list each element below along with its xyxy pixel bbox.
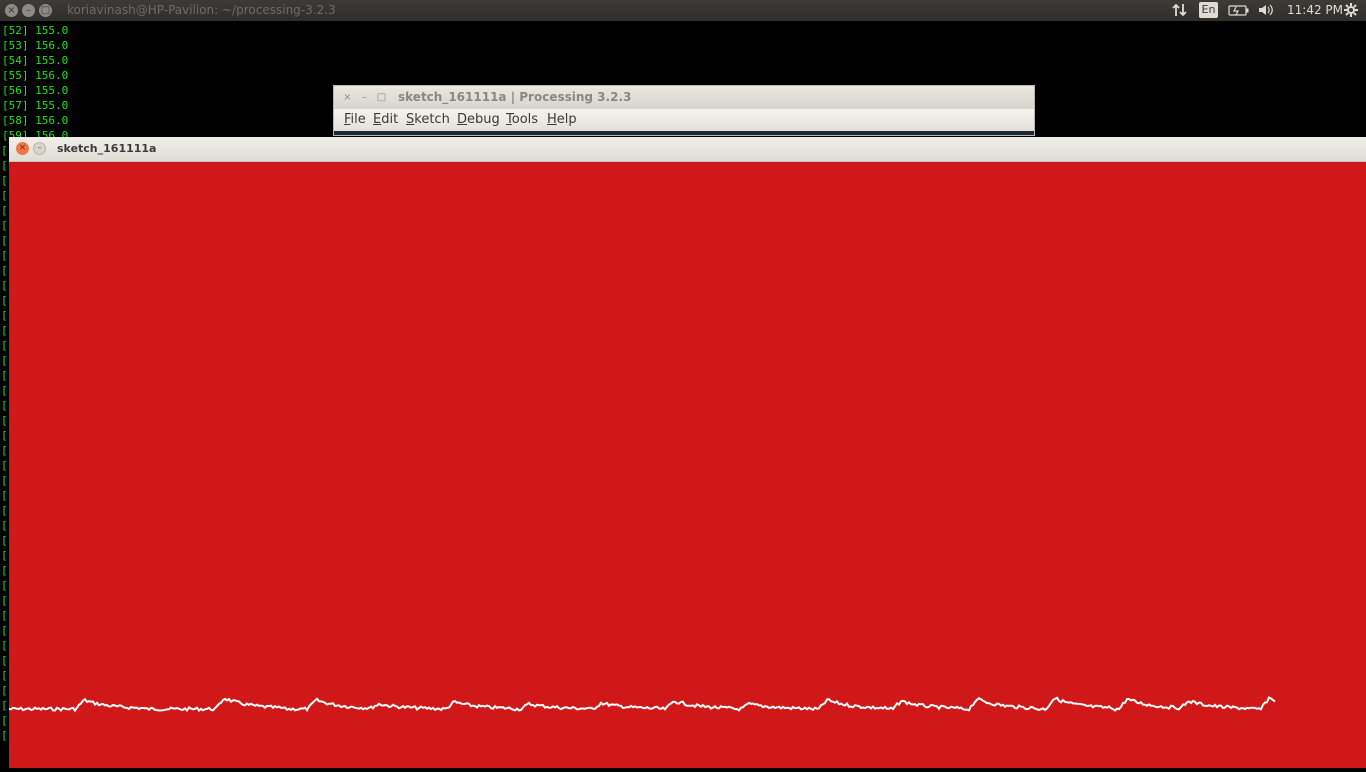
sketch-canvas[interactable] — [8, 162, 1366, 768]
terminal-bracket: [ — [1, 519, 8, 532]
terminal-bracket: [ — [1, 144, 8, 157]
terminal-bracket: [ — [1, 459, 8, 472]
transfer-arrows-icon[interactable] — [1171, 2, 1189, 21]
ide-close-icon[interactable]: × — [343, 92, 352, 103]
terminal-bracket: [ — [1, 669, 8, 682]
terminal-bracket: [ — [1, 429, 8, 442]
sketch-minimize-icon[interactable]: – — [33, 142, 46, 155]
menu-file[interactable]: File — [344, 112, 366, 127]
ide-title-bar[interactable]: × – □ sketch_161111a | Processing 3.2.3 — [334, 86, 1034, 109]
menu-debug[interactable]: Debug — [457, 112, 500, 127]
clock[interactable]: 11:42 PM — [1287, 3, 1343, 17]
battery-icon[interactable] — [1228, 2, 1250, 21]
terminal-bracket: [ — [1, 594, 8, 607]
processing-ide-window[interactable]: × – □ sketch_161111a | Processing 3.2.3 … — [333, 85, 1035, 136]
terminal-bracket: [ — [1, 399, 8, 412]
terminal-bracket: [ — [1, 264, 8, 277]
terminal-bracket: [ — [1, 609, 8, 622]
terminal-bracket: [ — [1, 729, 8, 742]
terminal-bracket: [ — [1, 219, 8, 232]
gear-icon[interactable] — [1343, 2, 1359, 21]
terminal-bracket: [ — [1, 159, 8, 172]
terminal-bracket: [ — [1, 639, 8, 652]
terminal-bracket: [ — [1, 369, 8, 382]
menu-tools[interactable]: Tools — [506, 112, 539, 127]
ide-toolbar-edge — [334, 131, 1034, 135]
top-panel: × – □ koriavinash@HP-Pavilion: ~/process… — [0, 0, 1366, 21]
terminal-maximize-icon[interactable]: □ — [39, 4, 52, 17]
volume-icon[interactable] — [1257, 2, 1275, 21]
terminal-bracket: [ — [1, 189, 8, 202]
sketch-window[interactable]: × – sketch_161111a — [8, 137, 1366, 768]
signal-waveform — [8, 696, 1276, 713]
terminal-bracket: [ — [1, 294, 8, 307]
terminal-line: [53] 156.0 — [2, 39, 69, 52]
sketch-close-icon[interactable]: × — [16, 142, 29, 155]
keyboard-language-indicator[interactable]: En — [1199, 2, 1218, 18]
terminal-bracket: [ — [1, 309, 8, 322]
terminal-bracket: [ — [1, 444, 8, 457]
terminal-bracket: [ — [1, 654, 8, 667]
sketch-window-title: sketch_161111a — [57, 142, 157, 155]
terminal-bracket: [ — [1, 384, 8, 397]
menu-edit[interactable]: Edit — [373, 112, 399, 127]
terminal-line: [58] 156.0 — [2, 114, 69, 127]
terminal-bracket: [ — [1, 684, 8, 697]
terminal-bracket: [ — [1, 279, 8, 292]
ide-minimize-icon[interactable]: – — [362, 92, 367, 103]
terminal-line: [57] 155.0 — [2, 99, 69, 112]
terminal-bracket: [ — [1, 714, 8, 727]
ide-maximize-icon[interactable]: □ — [376, 92, 387, 103]
menu-help[interactable]: Help — [547, 112, 577, 127]
terminal-bracket: [ — [1, 549, 8, 562]
terminal-bracket: [ — [1, 339, 8, 352]
ide-menu-bar: File Edit Sketch Debug Tools Help — [334, 109, 1034, 131]
terminal-window-title: koriavinash@HP-Pavilion: ~/processing-3.… — [67, 3, 336, 17]
terminal-minimize-icon[interactable]: – — [22, 4, 35, 17]
terminal-bracket: [ — [1, 204, 8, 217]
terminal-bracket: [ — [1, 564, 8, 577]
terminal-bracket: [ — [1, 579, 8, 592]
terminal-bracket: [ — [1, 534, 8, 547]
ide-window-title: sketch_161111a | Processing 3.2.3 — [398, 90, 632, 104]
terminal-bracket: [ — [1, 249, 8, 262]
terminal-bracket: [ — [1, 489, 8, 502]
terminal-bracket: [ — [1, 174, 8, 187]
terminal-bracket: [ — [1, 414, 8, 427]
terminal-bracket: [ — [1, 234, 8, 247]
terminal-line: [52] 155.0 — [2, 24, 69, 37]
terminal-line: [54] 155.0 — [2, 54, 69, 67]
terminal-bracket: [ — [1, 474, 8, 487]
terminal-line: [55] 156.0 — [2, 69, 69, 82]
terminal-close-icon[interactable]: × — [5, 4, 18, 17]
terminal-line: [56] 155.0 — [2, 84, 69, 97]
terminal-bracket: [ — [1, 354, 8, 367]
sketch-title-bar[interactable]: × – sketch_161111a — [9, 137, 1366, 162]
terminal-bracket: [ — [1, 324, 8, 337]
terminal-bracket: [ — [1, 504, 8, 517]
terminal-bracket: [ — [1, 624, 8, 637]
terminal-bracket: [ — [1, 699, 8, 712]
menu-sketch[interactable]: Sketch — [406, 112, 450, 127]
